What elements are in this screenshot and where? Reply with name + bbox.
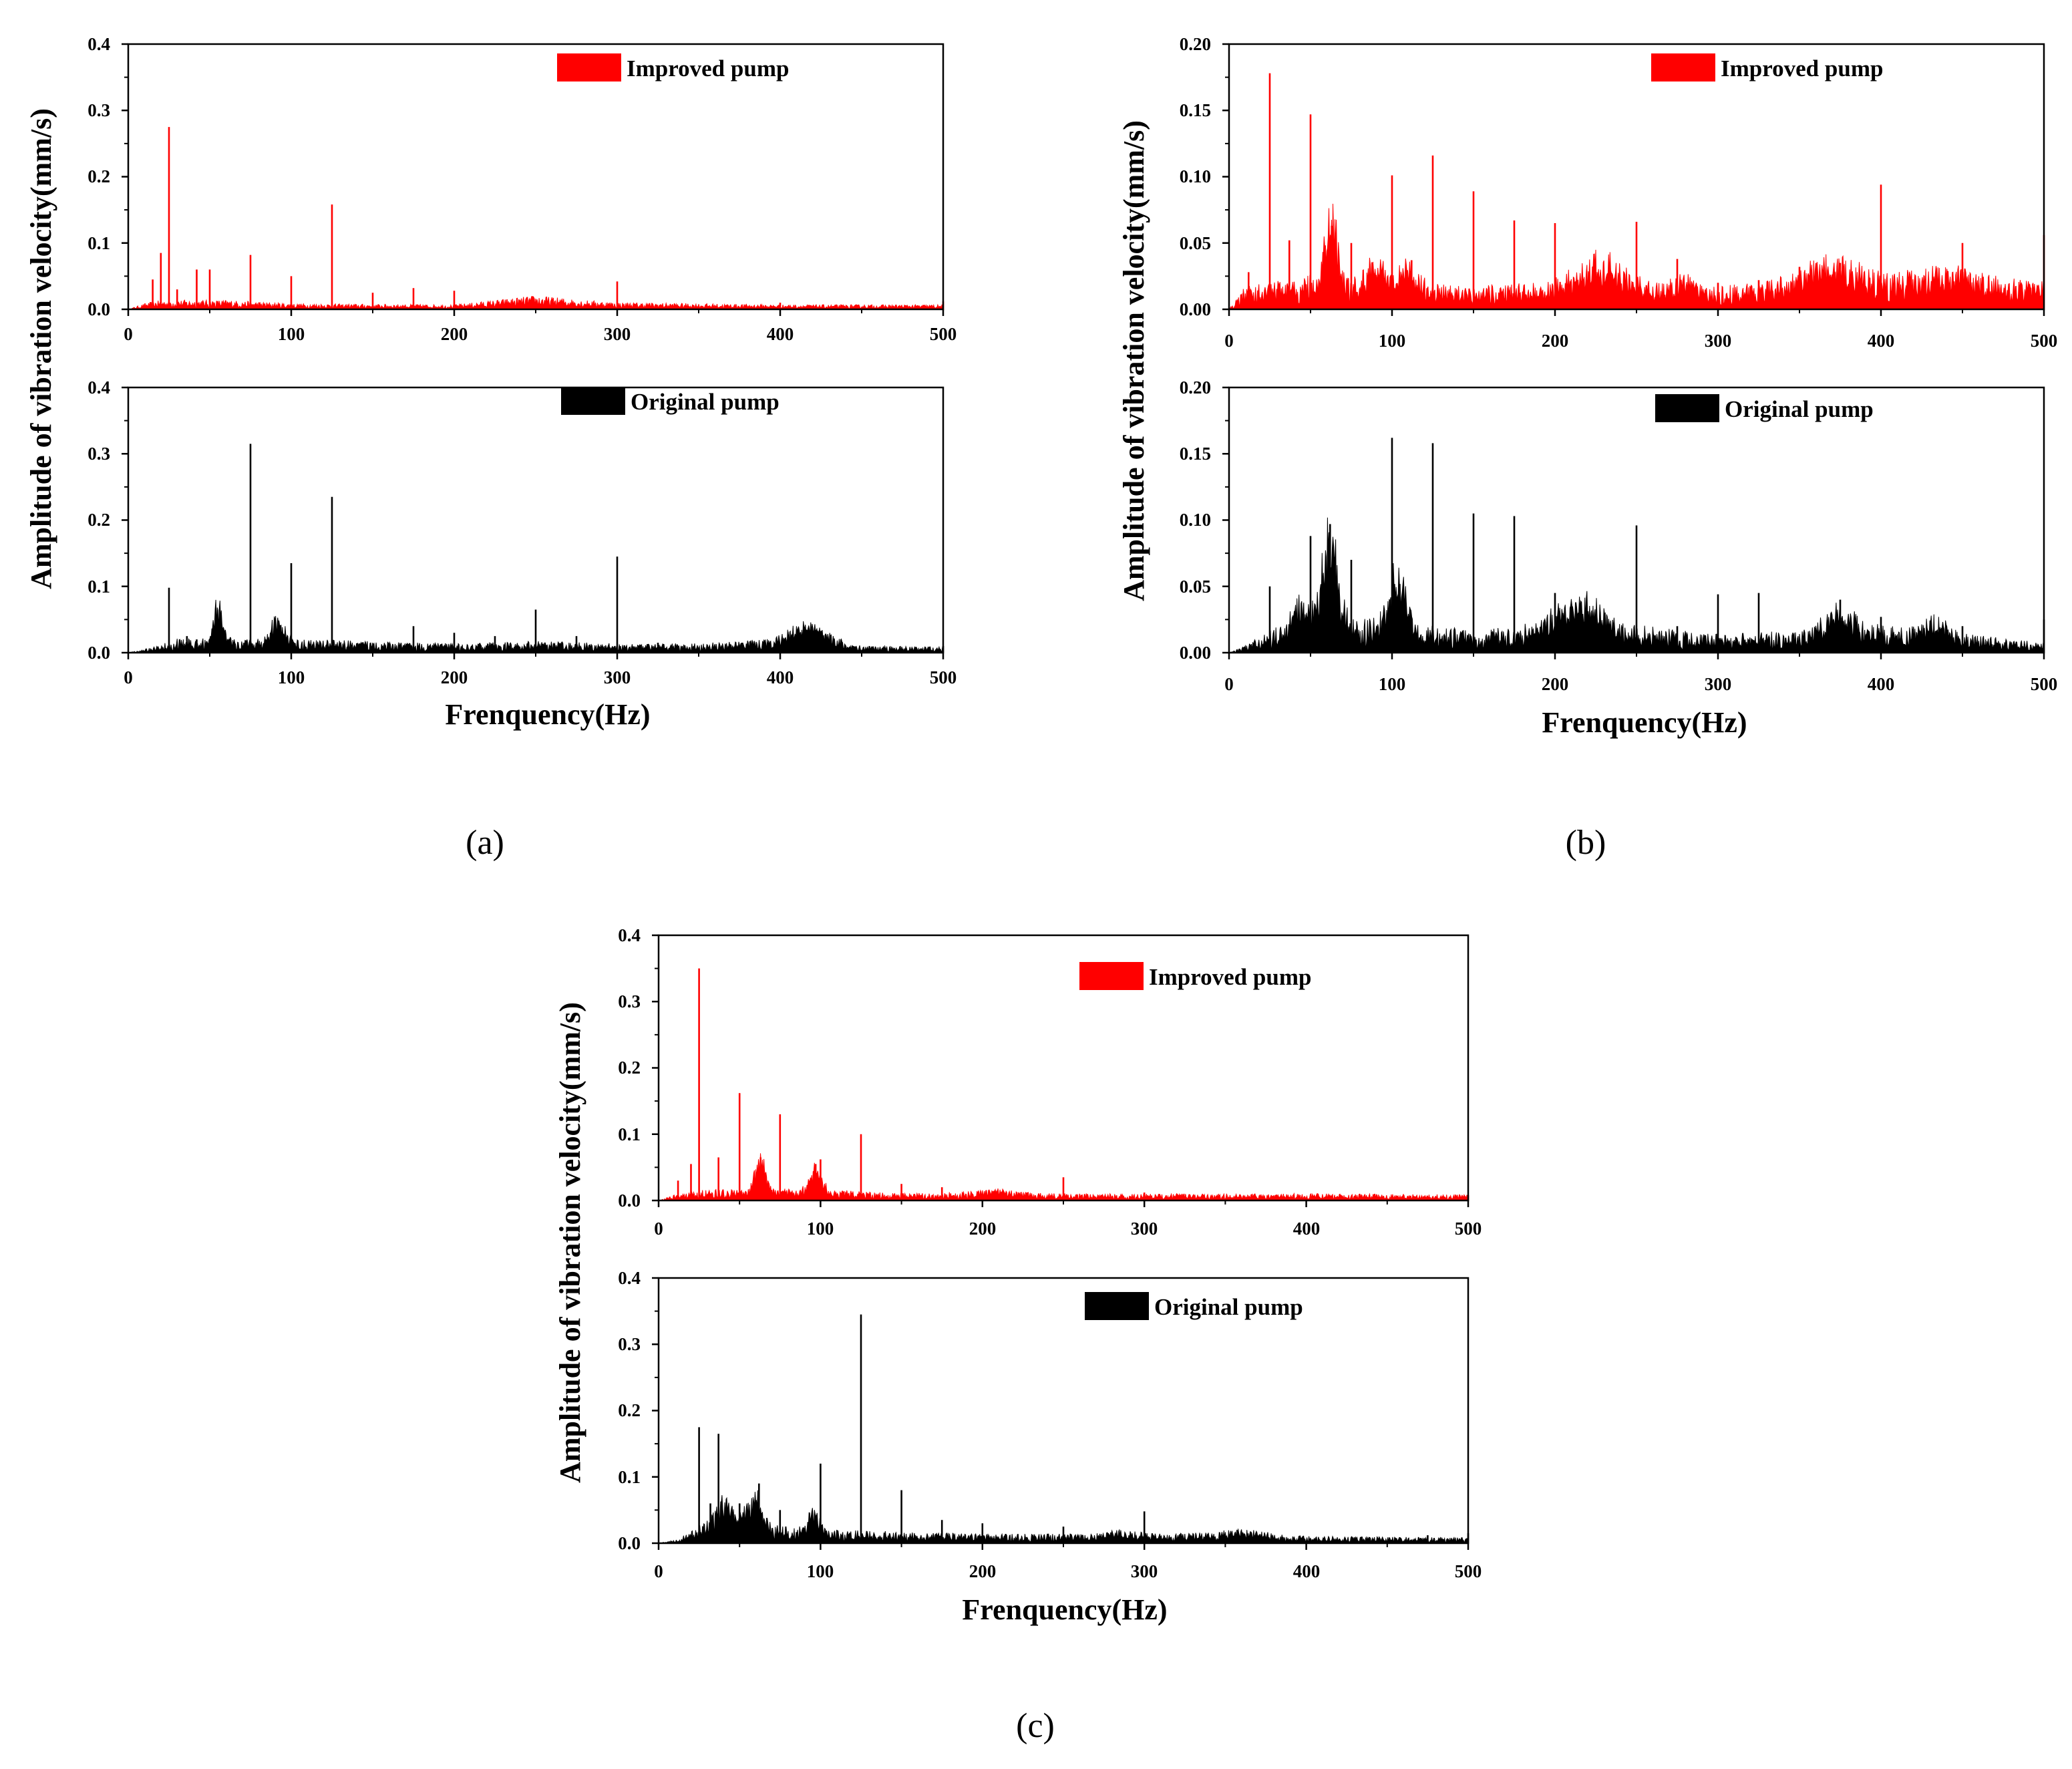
x-tick-label: 400: [1293, 1561, 1321, 1581]
x-tick-label: 100: [278, 667, 305, 687]
x-tick-label: 400: [1868, 331, 1895, 351]
panel-c: Improved pump 0 100 200 300 400 500 0.0 …: [554, 925, 1482, 1745]
x-tick-label: 200: [1542, 674, 1569, 694]
y-tick-label: 0.05: [1180, 577, 1211, 597]
y-axis-title: Amplitude of vibration velocity(mm/s): [1117, 120, 1150, 601]
legend-swatch: [1079, 962, 1144, 990]
legend-improved-label: Improved pump: [1721, 55, 1883, 82]
x-axis-title: Frenquency(Hz): [1542, 706, 1747, 739]
y-tick-label: 0.2: [88, 166, 110, 186]
y-tick-label: 0.3: [88, 100, 110, 120]
spectrum-area: [128, 295, 944, 310]
x-tick-label: 0: [1224, 331, 1234, 351]
x-tick-label: 300: [604, 324, 631, 344]
x-tick-label: 100: [1379, 674, 1406, 694]
x-tick-label: 0: [654, 1561, 663, 1581]
x-axis-title: Frenquency(Hz): [445, 698, 650, 731]
legend-improved-label: Improved pump: [627, 55, 789, 82]
y-tick-label: 0.4: [88, 377, 110, 397]
x-tick-label: 300: [1131, 1219, 1158, 1239]
x-tick-label: 200: [1542, 331, 1569, 351]
x-tick-label: 200: [969, 1219, 997, 1239]
x-tick-label: 400: [767, 667, 794, 687]
x-axis-title: Frenquency(Hz): [962, 1593, 1167, 1626]
y-axis-title: Amplitude of vibration velocity(mm/s): [25, 108, 57, 589]
legend-swatch: [1655, 394, 1719, 422]
panel-label-a: (a): [466, 824, 504, 862]
x-tick-label: 300: [1131, 1561, 1158, 1581]
x-tick-label: 0: [124, 667, 133, 687]
y-tick-label: 0.1: [88, 577, 110, 597]
x-tick-label: 100: [807, 1561, 834, 1581]
panel-a-original-plot: Original pump 0 100 200 300 400 500 0.0 …: [88, 377, 957, 687]
x-tick-label: 400: [1293, 1219, 1321, 1239]
y-tick-label: 0.2: [88, 510, 110, 530]
y-tick-label: 0.0: [618, 1190, 641, 1211]
x-tick-label: 300: [604, 667, 631, 687]
x-tick-label: 200: [441, 667, 468, 687]
x-tick-label: 400: [1868, 674, 1895, 694]
legend-swatch: [561, 387, 625, 415]
x-tick-label: 100: [1379, 331, 1406, 351]
legend-original-label: Original pump: [631, 389, 780, 415]
y-tick-label: 0.15: [1180, 444, 1211, 464]
x-tick-label: 500: [1455, 1219, 1482, 1239]
y-tick-label: 0.0: [88, 299, 110, 319]
y-tick-label: 0.3: [88, 444, 110, 464]
legend-original-label: Original pump: [1725, 396, 1874, 422]
x-tick-label: 0: [1224, 674, 1234, 694]
y-tick-label: 0.05: [1180, 233, 1211, 253]
legend-original-label: Original pump: [1154, 1294, 1303, 1320]
x-tick-label: 500: [930, 324, 957, 344]
y-tick-label: 0.15: [1180, 100, 1211, 120]
legend-improved-label: Improved pump: [1149, 964, 1311, 990]
y-tick-label: 0.00: [1180, 643, 1211, 663]
x-tick-label: 0: [654, 1219, 663, 1239]
panel-b-original-plot: Original pump 0 100 200 300 400 500 0.00…: [1180, 377, 2058, 694]
x-tick-label: 500: [930, 667, 957, 687]
y-tick-label: 0.0: [88, 643, 110, 663]
y-tick-label: 0.2: [618, 1400, 641, 1420]
y-tick-label: 0.1: [618, 1124, 641, 1144]
panel-b: Improved pump 0 100 200 300 400 500 0.00…: [1117, 34, 2057, 862]
y-tick-label: 0.4: [88, 34, 110, 54]
legend-swatch: [1651, 53, 1715, 82]
y-tick-label: 0.2: [618, 1058, 641, 1078]
x-tick-label: 200: [441, 324, 468, 344]
y-tick-label: 0.20: [1180, 377, 1211, 397]
y-tick-label: 0.10: [1180, 510, 1211, 530]
legend-swatch: [557, 53, 621, 82]
y-tick-label: 0.1: [88, 233, 110, 253]
panel-b-improved-plot: Improved pump 0 100 200 300 400 500 0.00…: [1180, 34, 2058, 351]
y-tick-label: 0.00: [1180, 299, 1211, 319]
x-tick-label: 300: [1705, 331, 1732, 351]
x-tick-label: 100: [278, 324, 305, 344]
y-tick-label: 0.3: [618, 1334, 641, 1354]
panel-label-b: (b): [1566, 824, 1606, 862]
x-tick-label: 0: [124, 324, 133, 344]
x-tick-label: 100: [807, 1219, 834, 1239]
y-tick-label: 0.0: [618, 1533, 641, 1553]
y-tick-label: 0.10: [1180, 166, 1211, 186]
y-tick-label: 0.1: [618, 1467, 641, 1487]
x-tick-label: 500: [2031, 674, 2058, 694]
panel-a-improved-plot: Improved pump 0 100 200 300 400 500 0.0 …: [88, 34, 957, 344]
x-tick-label: 400: [767, 324, 794, 344]
y-tick-label: 0.3: [618, 991, 641, 1011]
panel-c-original-plot: Original pump 0 100 200 300 400 500 0.0 …: [618, 1268, 1482, 1581]
x-tick-label: 300: [1705, 674, 1732, 694]
panel-c-improved-plot: Improved pump 0 100 200 300 400 500 0.0 …: [618, 925, 1482, 1239]
y-tick-label: 0.4: [618, 1268, 641, 1288]
x-tick-label: 200: [969, 1561, 997, 1581]
y-tick-label: 0.20: [1180, 34, 1211, 54]
x-tick-label: 500: [2031, 331, 2058, 351]
panel-label-c: (c): [1016, 1707, 1055, 1745]
legend-swatch: [1085, 1292, 1149, 1320]
y-tick-label: 0.4: [618, 925, 641, 945]
y-axis-title: Amplitude of vibration velocity(mm/s): [554, 1002, 586, 1483]
panel-a: Improved pump 0 100 200 300 400 500 0.0 …: [25, 34, 957, 862]
x-tick-label: 500: [1455, 1561, 1482, 1581]
